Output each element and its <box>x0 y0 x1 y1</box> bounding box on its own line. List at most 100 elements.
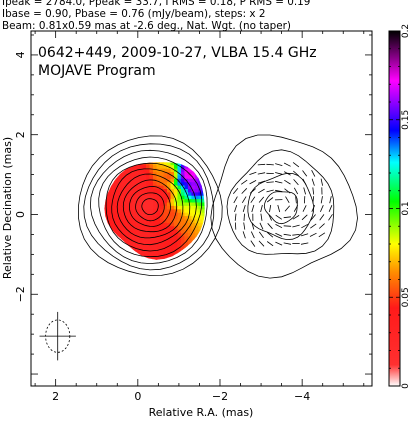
pol-pixel <box>190 215 195 220</box>
pol-pixel <box>152 235 157 240</box>
pol-pixel <box>128 168 133 172</box>
pol-pixel <box>97 161 101 165</box>
pol-pixel <box>152 239 157 244</box>
pol-pixel <box>212 256 216 260</box>
pol-pixel <box>180 191 185 196</box>
pol-pixel <box>187 185 192 189</box>
pol-pixel <box>176 239 181 244</box>
pol-pixel <box>190 171 195 176</box>
pol-pixel <box>176 185 181 189</box>
pol-pixel <box>121 229 126 233</box>
pol-pixel <box>110 242 115 247</box>
pol-pixel <box>173 174 178 179</box>
pol-pixel <box>100 192 104 196</box>
pol-pixel <box>131 171 136 176</box>
evpa-tick <box>312 187 315 195</box>
evpa-tick <box>293 170 299 177</box>
pol-pixel <box>145 246 150 250</box>
pol-pixel <box>197 205 202 210</box>
pol-pixel <box>117 198 122 203</box>
pol-pixel <box>187 198 192 203</box>
pol-pixel <box>93 151 97 155</box>
pol-pixel <box>117 191 122 196</box>
pol-pixel <box>145 174 150 179</box>
pol-pixel <box>93 216 97 220</box>
pol-pixel <box>121 181 126 186</box>
pol-pixel <box>97 249 101 253</box>
pol-pixel <box>100 209 104 213</box>
pol-pixel <box>118 263 122 267</box>
pol-pixel <box>208 202 212 206</box>
pol-pixel <box>173 171 178 176</box>
pol-pixel <box>197 191 202 196</box>
pol-pixel <box>152 242 157 247</box>
pol-pixel <box>128 178 133 183</box>
pol-pixel <box>176 212 181 217</box>
pol-pixel <box>176 195 181 200</box>
pol-pixel <box>100 226 104 230</box>
evpa-tick <box>241 196 247 204</box>
pol-pixel <box>128 185 133 189</box>
pol-pixel <box>205 148 209 152</box>
pol-pixel <box>141 225 146 230</box>
pol-pixel <box>173 208 178 213</box>
pol-pixel <box>114 178 119 183</box>
pol-pixel <box>90 171 94 175</box>
pol-pixel <box>100 148 104 152</box>
evpa-tick <box>260 213 263 221</box>
pol-pixel <box>93 165 97 169</box>
pol-pixel <box>173 242 178 247</box>
pol-pixel <box>148 164 153 169</box>
pol-pixel <box>148 249 153 254</box>
pol-pixel <box>166 222 171 227</box>
pol-pixel <box>152 151 156 155</box>
evpa-tick <box>275 172 283 175</box>
pol-pixel <box>190 185 195 189</box>
pol-pixel <box>138 222 143 227</box>
pol-pixel <box>93 229 97 233</box>
pol-pixel <box>93 195 97 199</box>
pol-pixel <box>145 144 149 148</box>
pol-pixel <box>201 232 205 237</box>
pol-pixel <box>152 188 157 193</box>
pol-pixel <box>111 158 115 162</box>
pol-pixel <box>114 225 119 230</box>
pol-pixel <box>173 249 178 254</box>
pol-pixel <box>131 205 136 210</box>
pol-pixel <box>134 215 139 220</box>
pol-pixel <box>155 239 160 244</box>
pol-pixel <box>100 195 104 199</box>
pol-pixel <box>190 212 195 217</box>
pol-pixel <box>183 205 188 210</box>
evpa-tick <box>311 205 316 212</box>
pol-pixel <box>155 171 160 176</box>
pol-pixel <box>148 239 153 244</box>
pol-pixel <box>194 181 199 186</box>
pol-pixel <box>162 164 167 169</box>
pol-pixel <box>162 195 167 200</box>
pol-pixel <box>152 164 157 169</box>
pol-pixel <box>169 215 174 220</box>
pol-pixel <box>148 212 153 217</box>
pol-pixel <box>197 218 202 223</box>
pol-pixel <box>131 178 136 183</box>
pol-pixel <box>159 229 164 233</box>
pol-pixel <box>93 202 97 206</box>
pol-pixel <box>176 249 181 254</box>
pol-pixel <box>183 188 188 193</box>
pol-pixel <box>194 144 198 148</box>
pol-pixel <box>155 232 160 237</box>
pol-pixel <box>138 191 143 196</box>
pol-pixel <box>110 205 115 210</box>
pol-pixel <box>187 259 192 260</box>
pol-pixel <box>104 205 108 210</box>
pol-pixel <box>100 202 104 206</box>
pol-pixel <box>141 181 146 186</box>
pol-pixel <box>145 201 150 206</box>
pol-pixel <box>190 208 195 213</box>
pol-pixel <box>152 168 157 172</box>
pol-pixel <box>128 212 133 217</box>
evpa-tick <box>251 204 255 213</box>
pol-pixel <box>183 185 188 189</box>
pol-pixel <box>208 178 212 182</box>
